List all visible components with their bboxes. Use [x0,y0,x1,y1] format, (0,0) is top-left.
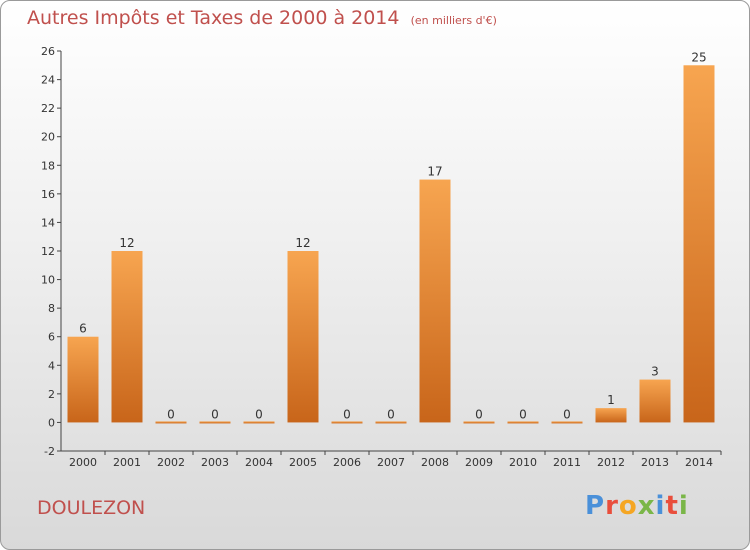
x-tick-label: 2001 [113,456,141,469]
data-label: 25 [691,50,706,64]
proxiti-logo[interactable]: Proxiti [585,491,689,521]
y-tick-label: 2 [48,388,55,401]
bar [551,421,583,424]
data-label: 0 [255,407,263,421]
data-label: 0 [343,407,351,421]
data-label: 1 [607,393,615,407]
x-tick-label: 2002 [157,456,185,469]
bar [199,421,231,424]
y-tick-label: 6 [48,331,55,344]
chart-title: Autres Impôts et Taxes de 2000 à 2014 [27,7,400,29]
logo-letter: x [637,491,656,521]
y-tick-label: 20 [41,131,55,144]
y-tick-label: 16 [41,188,55,201]
logo-letter: i [678,491,689,521]
data-label: 3 [651,365,659,379]
bar [463,421,495,424]
bar [419,179,451,423]
x-tick-label: 2003 [201,456,229,469]
x-tick-label: 2008 [421,456,449,469]
x-tick-label: 2007 [377,456,405,469]
data-label: 0 [475,407,483,421]
y-tick-label: 18 [41,159,55,172]
y-tick-label: 4 [48,359,55,372]
x-tick-label: 2011 [553,456,581,469]
logo-letter: i [655,491,666,521]
data-label: 12 [295,236,310,250]
x-tick-label: 2006 [333,456,361,469]
data-label: 17 [427,165,442,179]
x-tick-label: 2004 [245,456,273,469]
logo-letter: o [618,491,638,521]
bar [111,251,143,423]
commune-name: DOULEZON [37,497,146,519]
chart-title-block: Autres Impôts et Taxes de 2000 à 2014 (e… [27,7,497,29]
data-label: 12 [119,236,134,250]
y-tick-label: 22 [41,102,55,115]
logo-letter: r [605,491,619,521]
y-tick-label: -2 [44,445,55,458]
logo-letter: P [585,491,606,521]
y-tick-label: 8 [48,302,55,315]
x-tick-label: 2014 [685,456,713,469]
bar [639,379,671,423]
y-tick-label: 0 [48,416,55,429]
x-tick-label: 2012 [597,456,625,469]
bar [331,421,363,424]
y-tick-label: 14 [41,216,55,229]
x-tick-label: 2009 [465,456,493,469]
x-tick-label: 2005 [289,456,317,469]
y-tick-label: 26 [41,45,55,58]
bar [507,421,539,424]
bar [67,336,99,423]
data-label: 0 [167,407,175,421]
chart-subtitle: (en milliers d'€) [410,14,497,27]
bar [683,65,715,423]
x-tick-label: 2000 [69,456,97,469]
y-tick-label: 24 [41,74,55,87]
x-tick-label: 2013 [641,456,669,469]
data-label: 0 [387,407,395,421]
bar [595,408,627,423]
bar [375,421,407,424]
logo-letter: t [665,491,679,521]
bars [67,65,715,424]
bar [243,421,275,424]
data-label: 0 [519,407,527,421]
y-tick-label: 12 [41,245,55,258]
bar [155,421,187,424]
data-label: 6 [79,322,87,336]
data-label: 0 [563,407,571,421]
y-tick-label: 10 [41,274,55,287]
data-labels: 6 12 0 0 0 12 0 0 17 0 0 0 1 3 25 [79,50,706,421]
x-tick-label: 2010 [509,456,537,469]
data-label: 0 [211,407,219,421]
bar [287,251,319,423]
